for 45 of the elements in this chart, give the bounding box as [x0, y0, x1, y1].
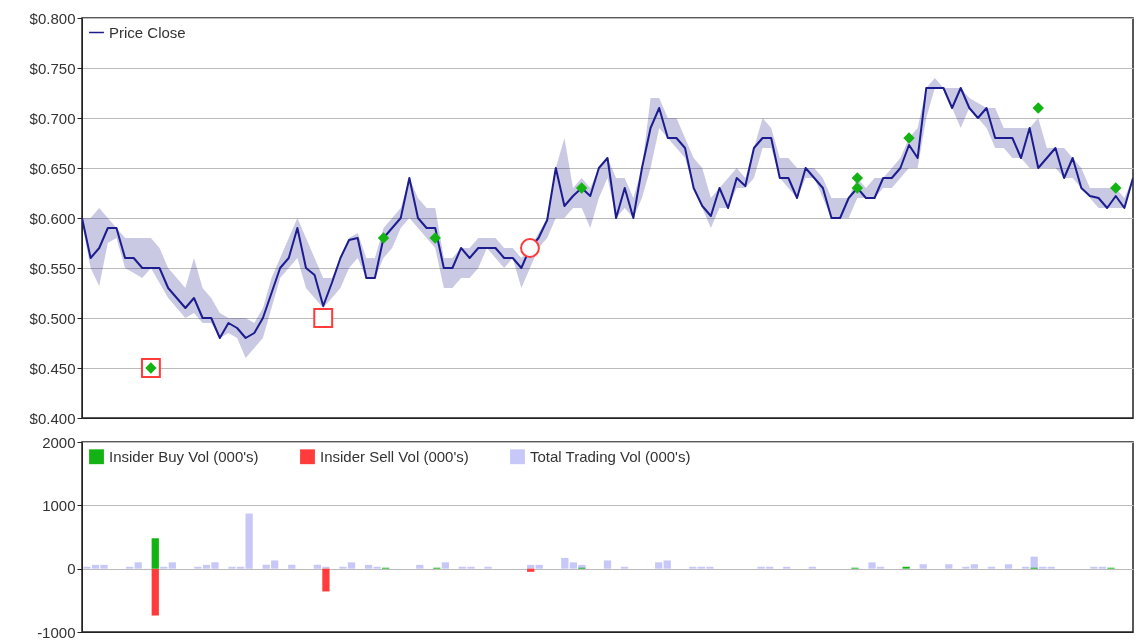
y-tick-label: $0.700 — [29, 109, 76, 127]
bar — [151, 568, 159, 616]
y-tick-label: $0.600 — [29, 209, 76, 227]
bar — [441, 562, 450, 569]
bar — [151, 538, 159, 569]
point — [1110, 182, 1122, 194]
bar — [603, 560, 612, 569]
bar — [919, 564, 927, 569]
bar — [663, 560, 671, 569]
point — [429, 232, 441, 244]
legend-label: Insider Sell Vol (000's) — [320, 447, 469, 465]
y-tick-label: 0 — [67, 560, 76, 578]
y-tick-label: $0.650 — [29, 159, 76, 177]
bar — [322, 568, 330, 592]
bar — [288, 564, 296, 569]
bar — [535, 564, 543, 569]
y-tick-label: -1000 — [37, 623, 76, 640]
point — [851, 182, 864, 194]
bar — [655, 562, 663, 569]
y-tick-label: $0.450 — [29, 359, 76, 377]
point — [575, 182, 588, 194]
point — [851, 172, 864, 184]
bar — [416, 564, 424, 569]
bar — [561, 557, 569, 569]
point — [313, 308, 334, 328]
bar — [1004, 564, 1013, 569]
point — [903, 132, 915, 144]
bar — [134, 562, 142, 569]
bar — [168, 562, 176, 569]
y-tick-label: $0.800 — [29, 9, 76, 27]
bar — [527, 568, 535, 572]
y-tick-label: $0.750 — [29, 59, 76, 77]
y-tick-label: $0.550 — [29, 259, 76, 277]
y-tick-label: $0.400 — [29, 409, 76, 427]
y-tick-label: $0.500 — [29, 309, 76, 327]
y-tick-label: 1000 — [42, 496, 76, 514]
bar — [945, 564, 953, 569]
legend-label: Insider Buy Vol (000's) — [109, 447, 259, 465]
legend-label: Total Trading Vol (000's) — [530, 447, 691, 465]
legend-label: Price Close — [109, 23, 186, 41]
y-tick-label: 2000 — [42, 433, 76, 451]
bar — [527, 564, 535, 569]
point — [377, 232, 390, 244]
point — [1032, 102, 1044, 114]
point — [520, 238, 540, 258]
